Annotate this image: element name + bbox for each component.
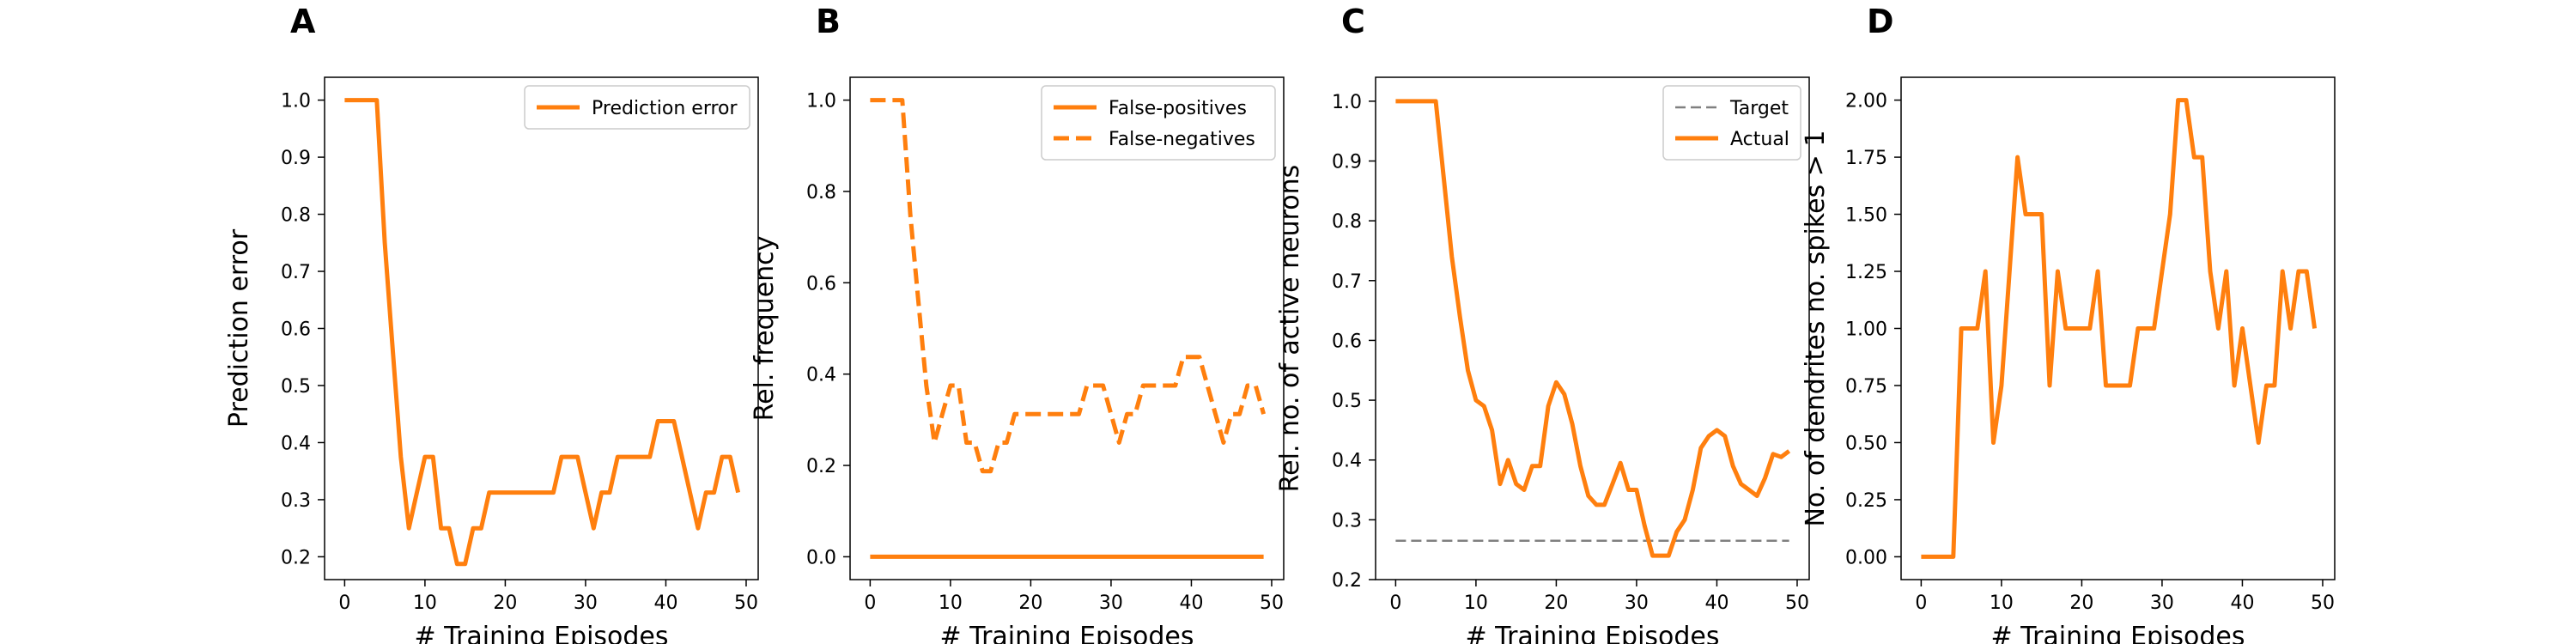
x-tick-label: 10 <box>939 592 963 614</box>
y-tick-label: 0.6 <box>281 319 311 341</box>
y-tick-label: 0.4 <box>281 433 311 454</box>
y-tick-label: 1.0 <box>806 91 836 112</box>
x-axis-label: # Training Episodes <box>414 622 668 644</box>
plot-frame <box>1900 76 2336 580</box>
y-tick-label: 0.4 <box>806 365 836 386</box>
y-tick-label: 0.9 <box>1332 152 1362 173</box>
y-tick-label: 0.2 <box>281 547 311 568</box>
series-line-false-negatives <box>870 98 1267 474</box>
x-axis-label: # Training Episodes <box>939 622 1194 644</box>
y-tick-label: 0.0 <box>806 547 836 568</box>
y-tick-label: 0.2 <box>806 456 836 477</box>
x-tick-label: 30 <box>574 592 598 614</box>
x-axis-label: # Training Episodes <box>1990 622 2245 644</box>
plot-frame <box>1375 76 1810 580</box>
legend-label: Actual <box>1730 129 1789 150</box>
y-tick-label: 0.8 <box>806 182 836 204</box>
plot-frame <box>324 76 759 580</box>
panel-letter: C <box>1341 3 1365 40</box>
y-tick-label: 0.3 <box>281 490 311 512</box>
series-line-actual <box>1395 99 1791 558</box>
y-tick-label: 0.2 <box>1332 570 1362 592</box>
series-line-prediction-error <box>344 98 741 567</box>
y-tick-label: 0.7 <box>281 262 311 283</box>
y-tick-label: 1.0 <box>1332 92 1362 113</box>
y-tick-label: 0.25 <box>1845 490 1887 512</box>
y-tick-label: 0.75 <box>1845 376 1887 398</box>
y-tick-label: 1.50 <box>1845 205 1887 227</box>
x-tick-label: 0 <box>864 592 876 614</box>
legend-label: False-negatives <box>1109 129 1255 150</box>
y-tick-label: 0.3 <box>1332 510 1362 532</box>
x-tick-label: 20 <box>2069 592 2093 614</box>
x-tick-label: 40 <box>1179 592 1203 614</box>
x-tick-label: 10 <box>413 592 437 614</box>
legend-box <box>524 85 750 130</box>
legend: False-positives False-negatives <box>1041 85 1276 161</box>
x-tick-label: 10 <box>1990 592 2014 614</box>
panel-letter: B <box>816 3 841 40</box>
x-tick-label: 50 <box>2311 592 2335 614</box>
y-tick-label: 0.8 <box>1332 211 1362 233</box>
series-line-dendrites <box>1921 98 2318 559</box>
panel-c: C 0 10 20 30 40 50 0.2 0.3 0.4 0.5 0.6 0.7 0.8 0.9 1.0 #… <box>1275 3 1810 644</box>
y-axis-label: No. of dendrites no. spikes > 1 <box>1801 130 1831 526</box>
y-tick-label: 0.50 <box>1845 433 1887 454</box>
y-axis-label: Prediction error <box>224 228 254 428</box>
panel-b: B 0 10 20 30 40 50 0.0 0.2 0.4 0.6 0.8 1.0 # Training… <box>750 3 1285 644</box>
y-tick-label: 0.8 <box>281 205 311 227</box>
legend-label: Prediction error <box>592 98 738 119</box>
panel-d: D 0 10 20 30 40 50 0.00 0.25 0.50 0.75 1.00 1.25 1.50… <box>1801 3 2336 644</box>
panel-letter: A <box>290 3 316 40</box>
y-axis-label: Rel. frequency <box>750 236 780 422</box>
x-tick-label: 50 <box>734 592 758 614</box>
x-tick-label: 0 <box>1389 592 1401 614</box>
y-tick-label: 0.5 <box>1332 391 1362 412</box>
x-tick-label: 30 <box>1625 592 1649 614</box>
legend-label: False-positives <box>1109 98 1247 119</box>
x-tick-label: 0 <box>338 592 350 614</box>
legend-label: Target <box>1729 98 1789 119</box>
x-tick-label: 40 <box>653 592 677 614</box>
y-tick-label: 0.6 <box>1332 331 1362 352</box>
panel-letter: D <box>1867 3 1894 40</box>
x-tick-label: 40 <box>2230 592 2254 614</box>
y-tick-label: 2.00 <box>1845 91 1887 112</box>
y-tick-label: 0.6 <box>806 273 836 295</box>
legend-box <box>1662 85 1801 161</box>
legend-box <box>1041 85 1276 161</box>
x-tick-label: 30 <box>2150 592 2174 614</box>
y-tick-label: 0.00 <box>1845 547 1887 568</box>
x-axis-label: # Training Episodes <box>1465 622 1719 644</box>
y-tick-label: 0.7 <box>1332 271 1362 293</box>
x-tick-label: 30 <box>1099 592 1123 614</box>
legend: Target Actual <box>1662 85 1801 161</box>
x-tick-label: 50 <box>1785 592 1809 614</box>
panel-a: A 0 10 20 30 40 50 0.2 0.3 0.4 0.5 0.6 0.7 0.8 0.9 1.0 #… <box>224 3 759 644</box>
legend: Prediction error <box>524 85 750 130</box>
plot-frame <box>849 76 1285 580</box>
x-tick-label: 20 <box>493 592 517 614</box>
y-tick-label: 0.9 <box>281 148 311 169</box>
y-tick-label: 1.25 <box>1845 262 1887 283</box>
y-tick-label: 0.4 <box>1332 451 1362 472</box>
x-tick-label: 10 <box>1464 592 1488 614</box>
x-tick-label: 50 <box>1260 592 1284 614</box>
x-tick-label: 20 <box>1018 592 1042 614</box>
y-axis-label: Rel. no. of active neurons <box>1275 165 1305 493</box>
x-tick-label: 0 <box>1915 592 1927 614</box>
y-tick-label: 0.5 <box>281 376 311 398</box>
x-tick-label: 40 <box>1704 592 1728 614</box>
y-tick-label: 1.75 <box>1845 148 1887 169</box>
x-tick-label: 20 <box>1544 592 1568 614</box>
y-tick-label: 1.00 <box>1845 319 1887 341</box>
y-tick-label: 1.0 <box>281 91 311 112</box>
